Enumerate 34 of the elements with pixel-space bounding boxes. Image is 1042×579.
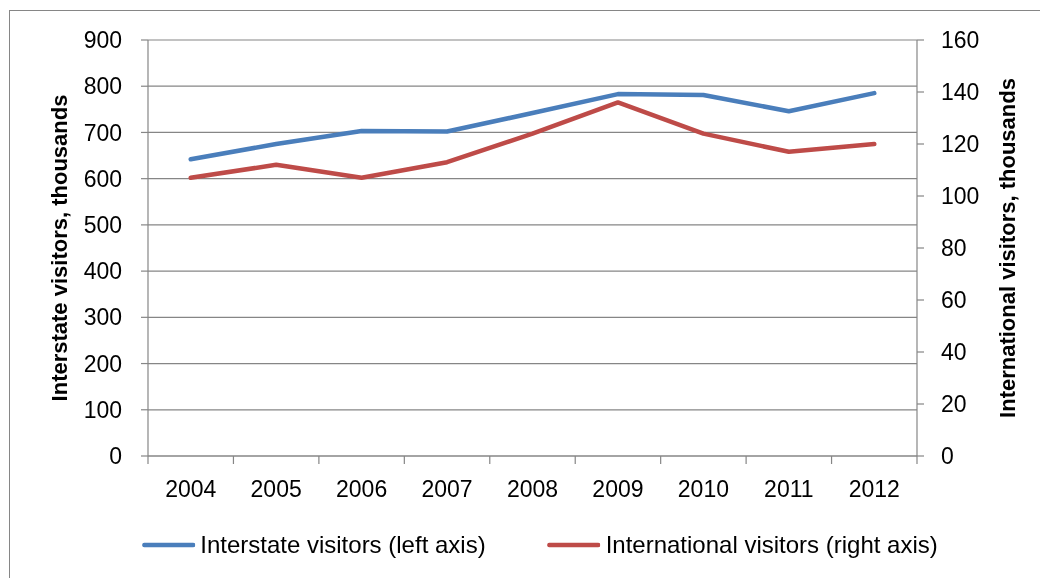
x-tick-label: 2005: [250, 476, 302, 503]
y-tick-label: 400: [83, 258, 122, 285]
y2-tick-label: 20: [941, 391, 967, 418]
legend-label: International visitors (right axis): [605, 531, 938, 559]
y2-axis-title: International visitors, thousands: [994, 78, 1020, 418]
y2-tick-label: 80: [941, 235, 967, 262]
y-tick-label: 100: [83, 396, 122, 423]
y2-tick-label: 0: [941, 443, 954, 470]
y2-tick-label: 40: [941, 339, 967, 366]
x-tick-label: 2010: [677, 476, 729, 503]
y-tick-label: 900: [83, 27, 122, 54]
y2-tick-label: 160: [941, 27, 980, 54]
x-tick-label: 2007: [421, 476, 473, 503]
line-series: [188, 90, 877, 162]
y-tick-label: 500: [83, 212, 122, 239]
y-axis-title: Interstate visitors, thousands: [46, 94, 72, 402]
y-tick-label: 600: [83, 165, 122, 192]
y2-tick-label: 100: [941, 183, 980, 210]
x-tick-label: 2009: [592, 476, 644, 503]
y-tick-label: 300: [83, 304, 122, 331]
x-tick-label: 2008: [506, 476, 559, 503]
y2-tick-label: 140: [941, 79, 980, 106]
y2-tick-label: 60: [941, 287, 967, 314]
x-tick-label: 2006: [336, 476, 388, 503]
y-tick-label: 700: [83, 119, 122, 146]
x-tick-label: 2011: [764, 476, 814, 503]
x-tick-label: 2004: [165, 476, 217, 503]
y-tick-label: 0: [109, 443, 122, 470]
y-tick-label: 200: [83, 350, 122, 377]
y2-tick-label: 120: [941, 131, 980, 158]
line-series: [188, 100, 877, 181]
legend-label: Interstate visitors (left axis): [200, 531, 486, 559]
y-tick-label: 800: [83, 73, 122, 100]
x-tick-label: 2012: [848, 476, 900, 503]
